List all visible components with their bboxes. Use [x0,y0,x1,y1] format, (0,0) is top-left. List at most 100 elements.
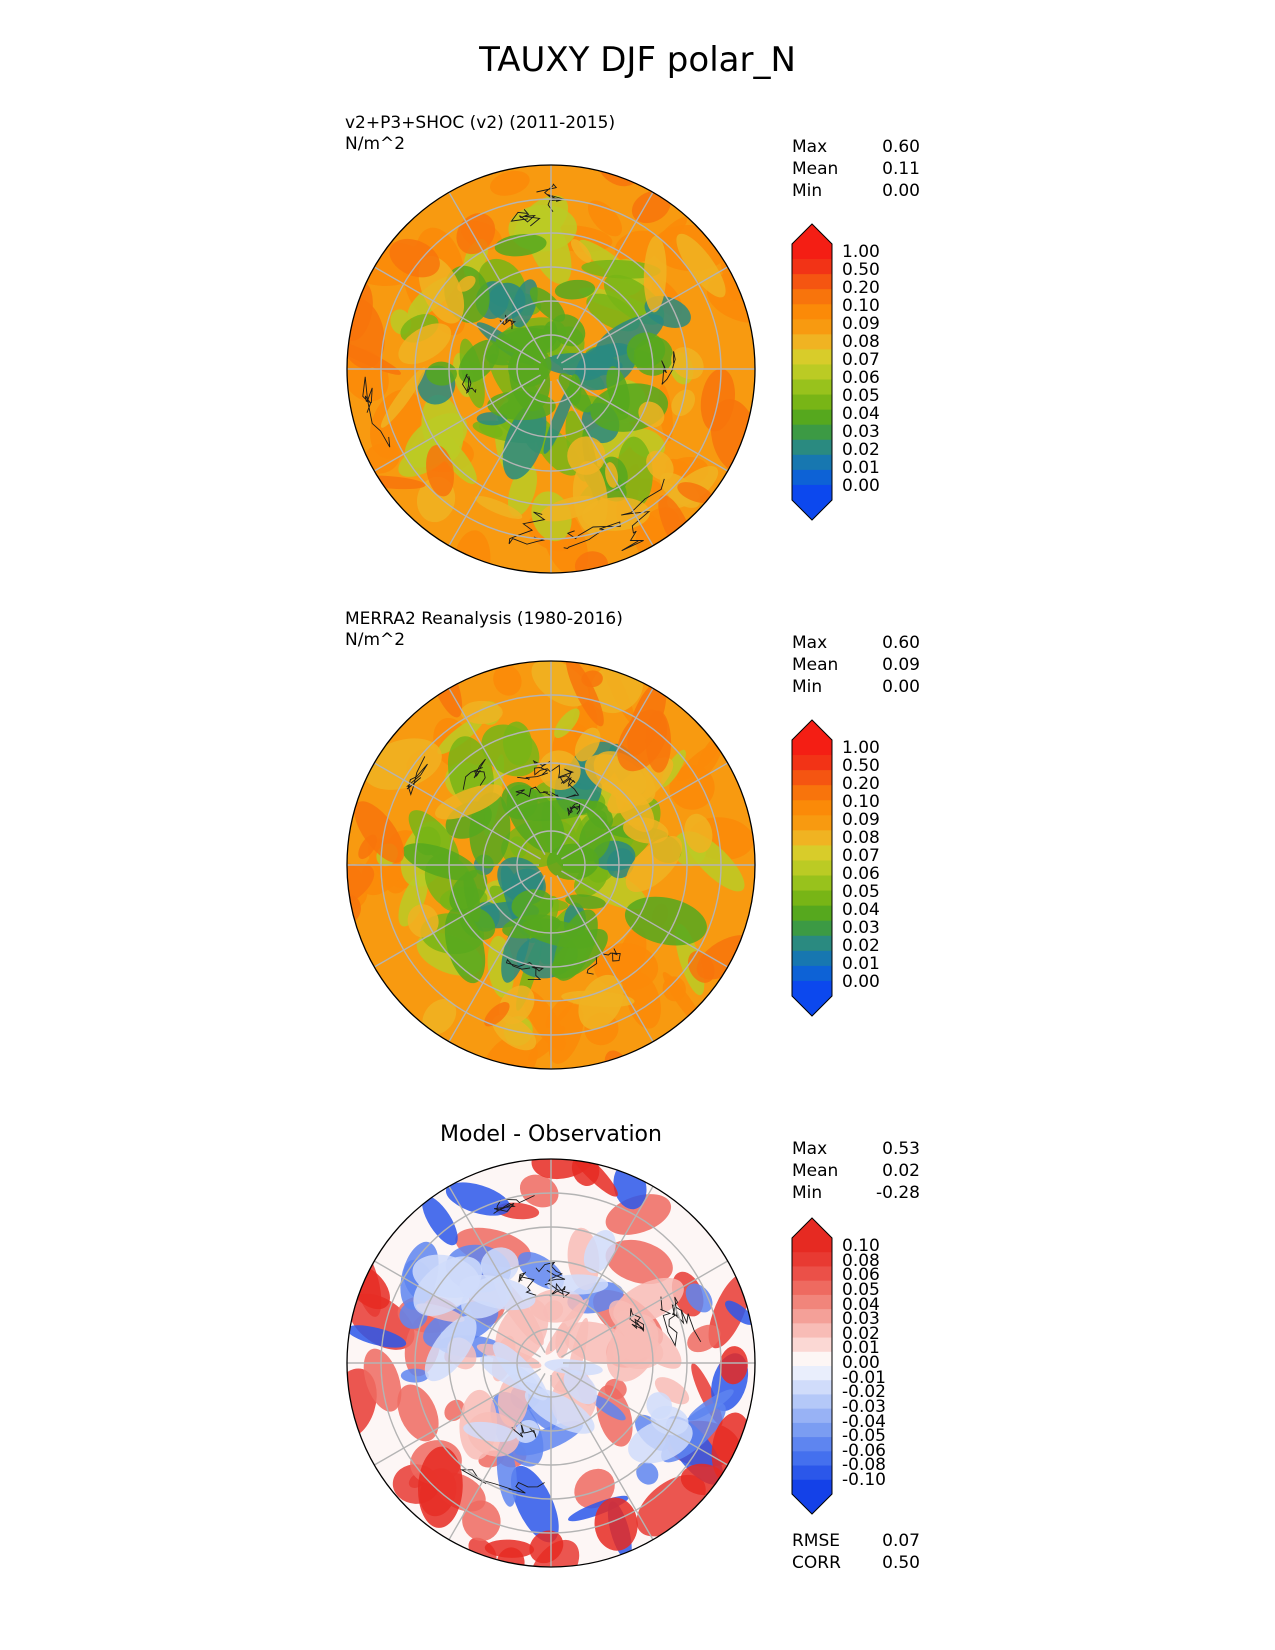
stat-max: Max 0.60 [792,137,920,157]
colorbar-tick-label: 0.09 [842,810,880,830]
colorbar-tick-label: 0.09 [842,314,880,334]
colorbar-tick-label: 0.07 [842,846,880,866]
colorbar-tick-label: -0.03 [842,1396,886,1417]
colorbar-bin [792,1437,832,1452]
map-boundary [346,660,756,1070]
colorbar-bin [792,1408,832,1424]
colorbar-bin [792,364,832,381]
stat-mean: Mean 0.09 [792,655,920,675]
graticule [347,661,755,1069]
colorbar-bin [792,1238,832,1253]
stat-min: Min 0.00 [792,181,920,201]
stat-mean: Mean 0.11 [792,159,920,179]
colorbar-tick-label: 0.10 [842,296,880,316]
coastline-layer [406,756,621,981]
colorbar-bin [792,259,832,275]
colorbar-tick-label: 0.01 [842,458,880,478]
panel-ref-source-label: MERRA2 Reanalysis (1980-2016) [345,609,623,629]
stat-max: Max 0.53 [792,1139,920,1159]
colorbar-tick-label: 0.10 [842,1236,880,1256]
colorbar-bin [792,1422,832,1438]
colorbar-tick-label: 0.07 [842,350,880,370]
colorbar-tick-label: 0.06 [842,864,880,884]
colorbar-bin [792,394,832,411]
colorbar-tick-label: 0.00 [842,1353,880,1373]
colorbar-tick-label: 0.08 [842,332,880,352]
colorbar-tick-label: 0.50 [842,756,880,776]
colorbar-bin [792,830,832,847]
colorbar-bin [792,860,832,877]
colorbar-tick-label: -0.05 [842,1426,886,1447]
colorbar-tick-label: 0.03 [842,1309,880,1330]
colorbar-bin [792,1266,832,1282]
colorbar-bin [792,379,832,396]
panel-diff: Model - Observation Max 0.53 Mean 0.02 Min… [0,1122,1275,1592]
colorbar-tick-label: 0.04 [842,1294,880,1315]
panel-ref-title: MERRA2 Reanalysis (1980-2016) N/m^2 [345,609,623,651]
colorbar-ref [791,719,833,1017]
colorbar-tick-label: 0.05 [842,386,880,406]
colorbar-tick-label: 0.02 [842,936,880,956]
colorbar-bin [792,1451,832,1467]
map-boundary [346,164,756,574]
graticule [347,1159,755,1567]
stat-min: Min 0.00 [792,677,920,697]
colorbar-extend-high [792,1218,832,1238]
colorbar-extend-low [792,500,832,520]
polar-map-test [346,164,756,574]
panel-test-stats: Max 0.60 Mean 0.11 Min 0.00 [792,136,920,202]
colorbar-bin [792,920,832,937]
colorbar-bin [792,1394,832,1410]
colorbar-bin [792,785,832,801]
colorbar-bin [792,950,832,967]
panel-diff-metrics: RMSE 0.07 CORR 0.50 [792,1530,920,1574]
colorbar-bin [792,1351,832,1367]
colorbar-tick-label: 0.03 [842,918,880,938]
polar-map-diff [346,1158,756,1568]
stat-max: Max 0.60 [792,633,920,653]
coastline-layer [459,1195,702,1494]
colorbar-bin [792,845,832,862]
colorbar-bin [792,484,832,501]
colorbar-tick-label: -0.04 [842,1411,886,1432]
colorbar-bin [792,1280,832,1296]
colorbar-bin [792,1252,832,1268]
colorbar-tick-label: 1.00 [842,242,880,262]
colorbar-tick-label: 0.08 [842,828,880,848]
colorbar-tick-label: 0.01 [842,954,880,974]
colorbar-bin [792,965,832,982]
colorbar-extend-low [792,1494,832,1514]
colorbar-diff [791,1217,833,1515]
colorbar-bin [792,755,832,771]
colorbar-extend-high [792,720,832,740]
colorbar-tick-label: 0.08 [842,1250,880,1271]
colorbar-bin [792,890,832,907]
colorbar-bin [792,289,832,305]
colorbar-tick-label: -0.02 [842,1382,886,1403]
colorbar-tick-label: 0.03 [842,422,880,442]
colorbar-test [791,223,833,521]
colorbar-tick-label: 0.20 [842,774,880,794]
graticule [347,165,755,573]
colorbar-tick-label: 0.02 [842,440,880,460]
colorbar-bin [792,875,832,892]
colorbar-tick-label: -0.10 [842,1470,886,1490]
stat-mean: Mean 0.02 [792,1161,920,1181]
panel-ref-units-label: N/m^2 [345,630,406,650]
colorbar-tick-label: -0.06 [842,1440,886,1461]
coastline-layer [362,183,676,552]
colorbar-tick-label: 0.01 [842,1338,880,1359]
colorbar-bin [792,1380,832,1396]
colorbar-tick-label: 0.20 [842,278,880,298]
colorbar-outline [791,223,833,521]
colorbar-bin [792,935,832,952]
colorbar-bin [792,409,832,426]
colorbar-bin [792,319,832,335]
panel-test-units-label: N/m^2 [345,134,406,154]
colorbar-bin [792,334,832,351]
panel-diff-title: Model - Observation [440,1122,662,1147]
colorbar-bin [792,424,832,441]
colorbar-bin [792,439,832,456]
colorbar-tick-label: 0.50 [842,260,880,280]
colorbar-tick-label: 0.00 [842,972,880,992]
